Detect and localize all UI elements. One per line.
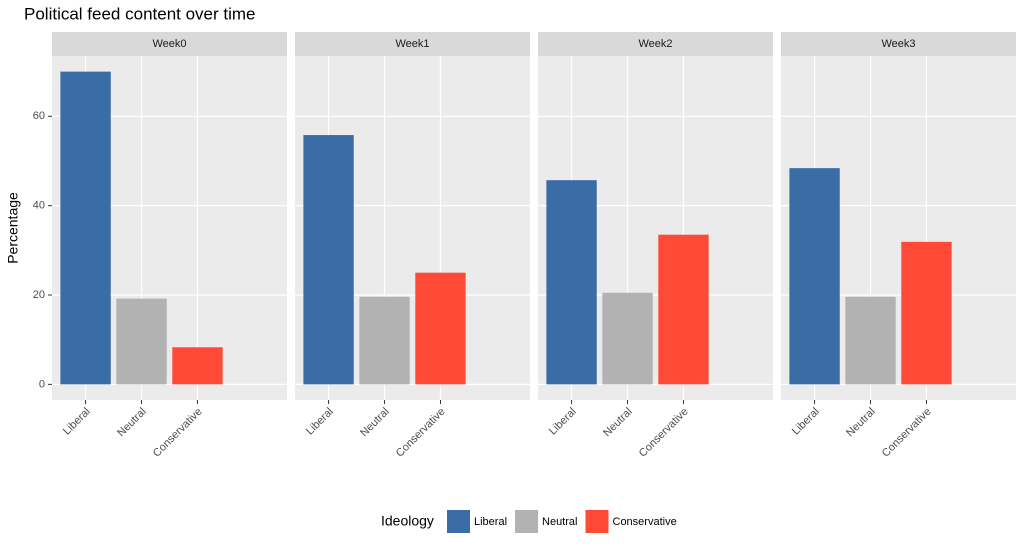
legend-label: Neutral xyxy=(542,516,577,528)
y-tick-label: 60 xyxy=(33,110,45,122)
strip xyxy=(52,32,287,56)
legend-key xyxy=(447,510,470,533)
legend-title: Ideology xyxy=(381,513,434,529)
bar xyxy=(789,168,840,385)
bar xyxy=(116,298,167,385)
x-tick-label: Conservative xyxy=(151,406,205,460)
bar xyxy=(303,135,354,385)
strip-label: Week2 xyxy=(638,38,672,50)
y-tick-label: 0 xyxy=(39,378,45,390)
x-tick-label: Neutral xyxy=(601,406,635,440)
legend-label: Liberal xyxy=(474,516,507,528)
x-tick-label: Conservative xyxy=(880,406,934,460)
y-tick-label: 20 xyxy=(33,289,45,301)
strip xyxy=(781,32,1016,56)
bar xyxy=(658,234,709,385)
y-tick-label: 40 xyxy=(33,200,45,212)
legend-key xyxy=(585,510,609,533)
bar xyxy=(359,296,410,385)
legend-label: Conservative xyxy=(613,516,677,528)
strip-label: Week1 xyxy=(395,38,429,50)
bar xyxy=(901,241,952,385)
x-tick-label: Neutral xyxy=(115,406,149,440)
strip xyxy=(538,32,773,56)
bar xyxy=(415,272,466,385)
bar xyxy=(546,180,597,385)
strip xyxy=(295,32,530,56)
x-tick-label: Neutral xyxy=(358,406,392,440)
x-tick-label: Conservative xyxy=(637,406,691,460)
x-tick-label: Liberal xyxy=(790,406,822,438)
legend-key xyxy=(515,510,539,533)
bar xyxy=(845,296,896,385)
strip-label: Week0 xyxy=(152,38,186,50)
x-tick-label: Liberal xyxy=(61,406,93,438)
strip-label: Week3 xyxy=(881,38,915,50)
x-tick-label: Conservative xyxy=(394,406,448,460)
y-axis-label: Percentage xyxy=(5,192,21,264)
bar xyxy=(172,347,223,385)
bar xyxy=(60,71,111,385)
x-tick-label: Neutral xyxy=(844,406,878,440)
x-tick-label: Liberal xyxy=(304,406,336,438)
chart-title: Political feed content over time xyxy=(24,4,256,23)
x-tick-label: Liberal xyxy=(547,406,579,438)
bar xyxy=(602,292,653,385)
